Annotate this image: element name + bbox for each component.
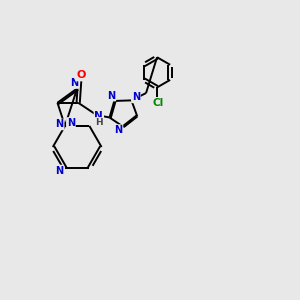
Text: Cl: Cl	[153, 98, 164, 108]
Text: N: N	[56, 119, 64, 129]
Text: N: N	[55, 166, 63, 176]
Text: N: N	[67, 118, 75, 128]
Text: N: N	[70, 78, 78, 88]
Text: N: N	[107, 91, 116, 100]
Text: N: N	[114, 125, 122, 135]
Text: N: N	[132, 92, 140, 102]
Text: N: N	[94, 110, 103, 121]
Text: H: H	[95, 118, 103, 127]
Text: O: O	[76, 70, 86, 80]
